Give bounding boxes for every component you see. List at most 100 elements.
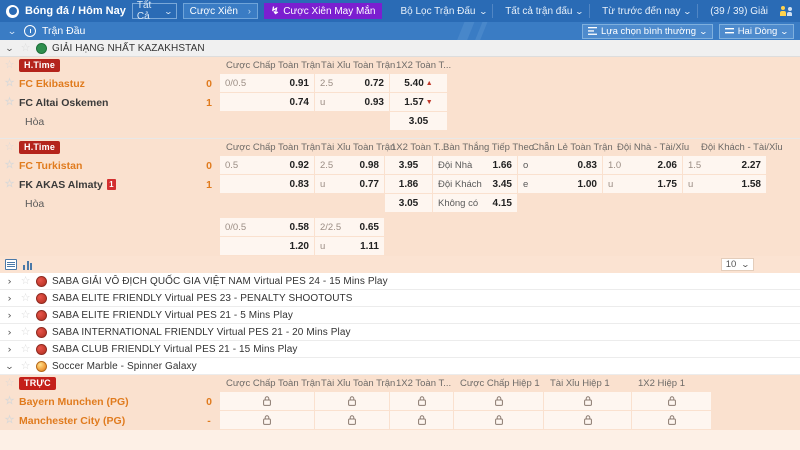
rows-option-select[interactable]: Hai Dòng ⌄ [718, 23, 794, 39]
view-option-select[interactable]: Lựa chọn bình thường ⌄ [581, 23, 713, 39]
handicap-away-cell[interactable]: 0.83 [220, 175, 315, 194]
next-goal-away-cell[interactable]: Đội Khách 3.45 [433, 175, 518, 194]
filter-time-range[interactable]: Từ trước đến nay ⌄ [596, 4, 699, 18]
overunder-over-cell[interactable]: 2.5 0.72 [315, 74, 390, 93]
1x2-draw-odd: 3.05 [408, 115, 429, 127]
expand-icon[interactable]: › [7, 293, 12, 303]
filter-all-matches[interactable]: Tất cả trận đấu ⌄ [499, 4, 591, 18]
favorite-star-icon[interactable]: ☆ [20, 325, 31, 338]
league-header-soccer-marble[interactable]: ⌄ ☆ Soccer Marble - Spinner Galaxy [0, 358, 800, 375]
league-row[interactable]: › ☆ SABA GIẢI VÔ ĐỊCH QUỐC GIA VIỆT NAM … [0, 273, 800, 290]
next-goal-none-label: Không có [438, 197, 479, 209]
overunder-odd: 0.93 [364, 96, 384, 108]
draw-label: Hòa [25, 115, 45, 128]
overunder-under-cell[interactable]: u 0.77 [315, 175, 385, 194]
league-row[interactable]: › ☆ SABA INTERNATIONAL FRIENDLY Virtual … [0, 324, 800, 341]
expand-icon[interactable]: ⌄ [4, 42, 15, 53]
favorite-star-icon[interactable]: ☆ [4, 159, 15, 171]
league-row[interactable]: › ☆ SABA ELITE FRIENDLY Virtual PES 23 -… [0, 290, 800, 307]
handicap2-home-cell[interactable]: 0/0.5 0.58 [220, 218, 315, 237]
handicap-home-cell[interactable]: 0.5 0.92 [220, 156, 315, 175]
column-header-handicap: Cược Chấp Toàn Trận [226, 378, 321, 389]
1x2-home-cell[interactable]: 3.95 [385, 156, 433, 175]
away-team[interactable]: ☆ FK AKAS Almaty 1 [0, 175, 198, 194]
1x2-away-cell[interactable]: 1.86 [385, 175, 433, 194]
page-size-select[interactable]: 10 ⌄ [720, 258, 754, 271]
favorite-star-icon[interactable]: ☆ [4, 376, 15, 389]
away-under-cell[interactable]: u 1.58 [683, 175, 767, 194]
expand-icon[interactable]: › [7, 310, 12, 320]
expand-icon[interactable]: › [7, 327, 12, 337]
away-team-name: Manchester City (PG) [19, 414, 126, 427]
chevron-down-icon: ⌄ [163, 6, 173, 16]
people-toggle-icon[interactable] [780, 6, 794, 16]
match1-home-row: ☆ FC Ekibastuz 0 0/0.5 0.91 2.5 0.72 5.4… [0, 74, 800, 93]
handicap-away-cell[interactable]: 0.74 [220, 93, 315, 112]
home-team-name: FC Turkistan [19, 159, 83, 172]
match2-inner-divider [0, 213, 800, 218]
away-team[interactable]: ☆ FC Altai Oskemen [0, 93, 198, 112]
favorite-star-icon[interactable]: ☆ [20, 342, 31, 355]
next-goal-home-cell[interactable]: Đội Nhà 1.66 [433, 156, 518, 175]
favorite-star-icon[interactable]: ☆ [20, 359, 31, 372]
league-row[interactable]: › ☆ SABA ELITE FRIENDLY Virtual PES 21 -… [0, 307, 800, 324]
match2-home-row: ☆ FC Turkistan 0 0.5 0.92 2.5 0.98 3.95 … [0, 156, 800, 175]
next-goal-away-odd: 3.45 [492, 178, 512, 190]
home-team[interactable]: ☆ FC Turkistan [0, 156, 198, 175]
match2-away-row: ☆ FK AKAS Almaty 1 1 0.83 u 0.77 1.86 Độ… [0, 175, 800, 194]
column-header-overunder: Tài Xỉu Toàn Trận [321, 142, 396, 153]
1x2-away-cell[interactable]: 1.57 ▼ [390, 93, 448, 112]
lucky-parlay-button[interactable]: ↯ Cược Xiên May Mắn [263, 3, 383, 19]
expand-icon[interactable]: › [7, 344, 12, 354]
favorite-star-icon[interactable]: ☆ [20, 291, 31, 304]
home-under-cell[interactable]: u 1.75 [603, 175, 683, 194]
favorite-star-icon[interactable]: ☆ [20, 308, 31, 321]
1x2-draw-cell[interactable]: 3.05 [385, 194, 433, 213]
filter-match[interactable]: Bộ Lọc Trận Đấu ⌄ [394, 4, 494, 18]
column-header-away-ou: Đội Khách - Tài/Xỉu [701, 142, 783, 153]
even-cell[interactable]: e 1.00 [518, 175, 603, 194]
favorite-star-icon[interactable]: ☆ [4, 58, 15, 71]
favorite-star-icon[interactable]: ☆ [4, 178, 15, 190]
odd-cell[interactable]: o 0.83 [518, 156, 603, 175]
home-over-cell[interactable]: 1.0 2.06 [603, 156, 683, 175]
empty-cell [683, 237, 767, 256]
away-over-cell[interactable]: 1.5 2.27 [683, 156, 767, 175]
favorite-star-icon[interactable]: ☆ [4, 395, 15, 407]
parlay-button[interactable]: Cược Xiên › [182, 3, 258, 19]
column-header-1x2-h1: 1X2 Hiệp 1 [638, 378, 686, 389]
home-team[interactable]: ☆ FC Ekibastuz [0, 74, 198, 93]
handicap2-away-cell[interactable]: 1.20 [220, 237, 315, 256]
favorite-star-icon[interactable]: ☆ [4, 414, 15, 426]
away-ou-odd: 2.27 [741, 159, 761, 171]
handicap-home-cell[interactable]: 0/0.5 0.91 [220, 74, 315, 93]
overunder2-under-cell[interactable]: u 1.11 [315, 237, 385, 256]
league-header-kazakhstan[interactable]: ⌄ ☆ GIẢI HẠNG NHẤT KAZAKHSTAN [0, 40, 800, 57]
favorite-star-icon[interactable]: ☆ [4, 96, 15, 108]
overunder-under-cell[interactable]: u 0.93 [315, 93, 390, 112]
favorite-star-icon[interactable]: ☆ [4, 77, 15, 89]
all-categories-select[interactable]: Tất Cả ⌄ [131, 0, 177, 22]
empty-cell [518, 218, 603, 237]
expand-icon[interactable]: › [7, 276, 12, 286]
collapse-icon[interactable]: ⌄ [4, 360, 15, 371]
statistics-icon[interactable] [23, 260, 32, 270]
favorite-star-icon[interactable]: ☆ [4, 140, 15, 153]
overunder-over-cell[interactable]: 2.5 0.98 [315, 156, 385, 175]
1x2-home-cell[interactable]: 5.40 ▲ [390, 74, 448, 93]
1x2-draw-cell[interactable]: 3.05 [390, 112, 448, 131]
league-row[interactable]: › ☆ SABA CLUB FRIENDLY Virtual PES 21 - … [0, 341, 800, 358]
collapse-section-icon[interactable]: ⌄ [7, 25, 17, 36]
handicap-h1-home-locked [454, 392, 544, 411]
favorite-star-icon[interactable]: ☆ [20, 41, 31, 54]
odd-label: o [523, 159, 529, 171]
home-team[interactable]: ☆ Bayern Munchen (PG) [0, 392, 198, 411]
favorite-star-icon[interactable]: ☆ [20, 274, 31, 287]
league-name: SABA INTERNATIONAL FRIENDLY Virtual PES … [52, 326, 351, 338]
next-goal-none-cell[interactable]: Không có 4.15 [433, 194, 518, 213]
away-team[interactable]: ☆ Manchester City (PG) [0, 411, 198, 430]
league-name: SABA ELITE FRIENDLY Virtual PES 21 - 5 M… [52, 309, 294, 321]
list-view-icon[interactable] [5, 259, 17, 270]
overunder2-over-cell[interactable]: 2/2.5 0.65 [315, 218, 385, 237]
column-header-handicap: Cược Chấp Toàn Trận [226, 60, 321, 71]
